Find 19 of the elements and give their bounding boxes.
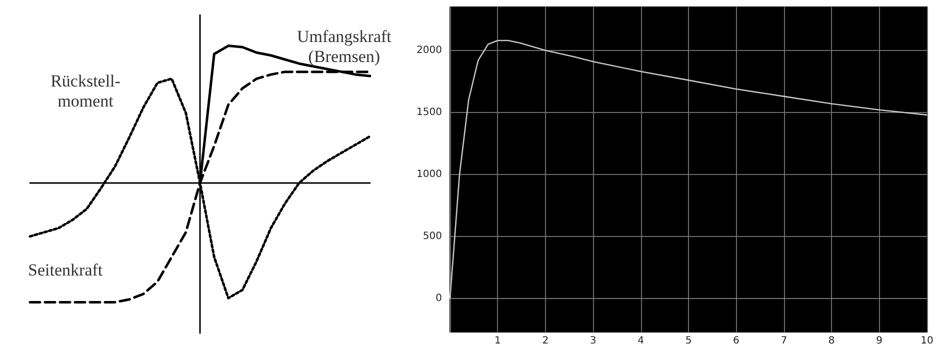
y-tick-label: 500 [422, 230, 442, 242]
series-label: Umfangskraft (Bremsen) [296, 27, 392, 66]
x-tick-label: 9 [876, 336, 882, 346]
y-tick-label: 1500 [416, 106, 442, 118]
y-tick-label: 0 [436, 293, 442, 304]
series-label: Rückstell- moment [50, 71, 121, 110]
series-label: Seitenkraft [28, 260, 103, 280]
x-tick-label: 5 [685, 336, 692, 346]
x-tick-label: 7 [780, 336, 788, 346]
x-tick-label: 3 [590, 336, 596, 346]
y-tick-label: 1000 [416, 168, 442, 180]
y-tick-label: 2000 [416, 44, 442, 56]
line-series [449, 40, 928, 300]
x-tick-label: 8 [828, 336, 835, 346]
x-tick-label: 6 [733, 336, 740, 346]
x-tick-label: 10 [920, 336, 934, 346]
x-tick-label: 4 [638, 336, 644, 346]
x-tick-label: 2 [542, 336, 549, 346]
x-tick-label: 1 [494, 336, 501, 346]
